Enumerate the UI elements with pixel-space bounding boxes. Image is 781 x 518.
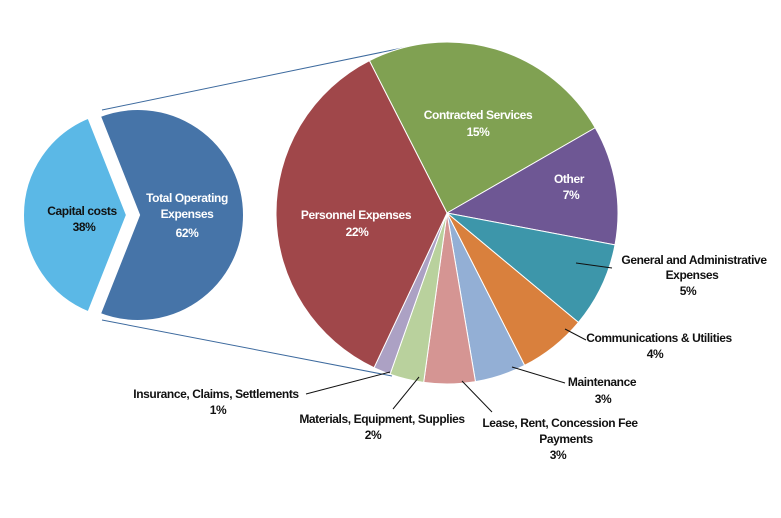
connector-line-top [101, 45, 413, 111]
label-contracted-name: Contracted Services [424, 108, 533, 122]
label-ga-name-2: Expenses [666, 268, 720, 282]
label-lease-name-2: Payments [539, 432, 593, 446]
label-ga-name-1: General and Administrative [621, 253, 767, 267]
label-operating-value: 62% [176, 226, 200, 240]
label-comm-value: 4% [647, 347, 664, 361]
leader-line-lease [461, 380, 493, 413]
label-operating-name-2: Expenses [161, 207, 215, 221]
pie-slice-other [445, 127, 619, 246]
label-operating-name-1: Total Operating [146, 191, 228, 205]
secondary-pie [275, 41, 619, 385]
label-other-name: Other [554, 172, 585, 186]
leader-line-maintenance [511, 366, 566, 384]
leader-line-ga [575, 262, 613, 269]
leader-line-insurance [305, 371, 391, 395]
label-contracted-value: 15% [467, 125, 491, 139]
label-materials-value: 2% [365, 428, 382, 442]
pie-slice-personnel-expenses [275, 59, 448, 369]
connector-line-bottom [101, 319, 393, 377]
label-lease-value: 3% [550, 448, 567, 462]
pie-slice-contracted-services [368, 41, 596, 214]
pie-slice-total-operating-expenses [96, 106, 247, 324]
primary-pie [20, 106, 247, 324]
label-capital-name: Capital costs [47, 204, 117, 218]
leader-line-materials [392, 376, 420, 410]
label-materials-name: Materials, Equipment, Supplies [299, 412, 465, 426]
pie-slice-capital-costs [20, 113, 131, 317]
label-insurance-value: 1% [210, 403, 227, 417]
label-capital-value: 38% [73, 220, 97, 234]
label-ga-value: 5% [680, 284, 697, 298]
label-personnel-value: 22% [346, 225, 370, 239]
label-comm-name: Communications & Utilities [586, 331, 732, 345]
label-insurance-name: Insurance, Claims, Settlements [133, 387, 299, 401]
label-maintenance-name: Maintenance [568, 375, 637, 389]
leader-line-comm [564, 328, 587, 341]
label-lease-name-1: Lease, Rent, Concession Fee [482, 416, 638, 430]
label-personnel-name: Personnel Expenses [301, 208, 412, 222]
label-maintenance-value: 3% [595, 392, 612, 406]
label-other-value: 7% [563, 188, 580, 202]
